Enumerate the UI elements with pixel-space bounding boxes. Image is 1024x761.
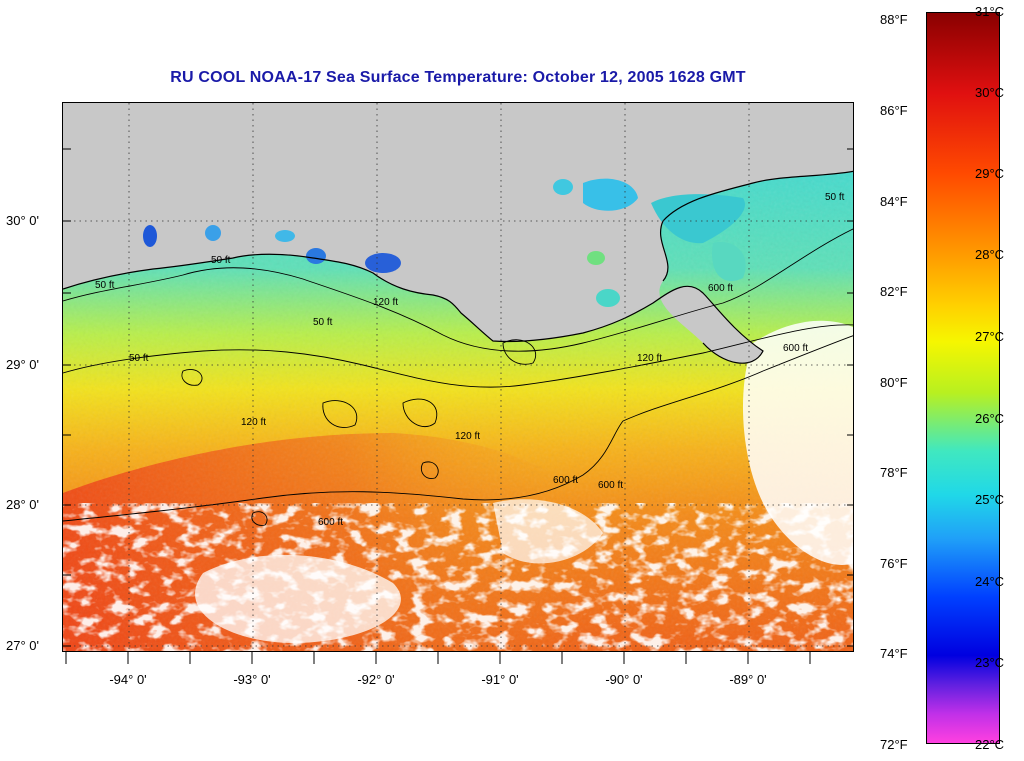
colorbar-c-label: 28°C [975,247,1005,262]
lon-label: -94° 0' [109,672,147,687]
coastline [63,170,853,364]
contour-label: 600 ft [553,475,578,486]
contour-label: 50 ft [313,317,333,328]
contour-label: 600 ft [708,283,733,294]
colorbar-c-label: 26°C [975,411,1005,426]
lon-label: -91° 0' [481,672,519,687]
colorbar-f-label: 86°F [880,103,908,118]
colorbar-c-label: 30°C [975,85,1005,100]
lon-label: -92° 0' [357,672,395,687]
contour-600ft [63,335,853,522]
lon-label: -89° 0' [729,672,767,687]
contour-label: 600 ft [318,517,343,528]
contour-label: 120 ft [241,417,266,428]
inland-waters [143,178,746,307]
lat-label: 29° 0' [6,357,39,372]
contour-label: 50 ft [129,353,149,364]
map-title: RU COOL NOAA-17 Sea Surface Temperature:… [170,69,746,86]
colorbar-c-label: 22°C [975,737,1005,752]
colorbar-c-label: 27°C [975,329,1005,344]
colorbar-c-label: 24°C [975,574,1005,589]
colorbar-c-label: 23°C [975,655,1005,670]
colorbar-f-label: 76°F [880,556,908,571]
lat-label: 27° 0' [6,638,39,653]
contour-120ft [63,324,853,388]
contour-label: 120 ft [637,353,662,364]
sst-map: 50 ft 50 ft 50 ft 50 ft 50 ft 120 ft 120… [62,102,854,652]
lon-label: -93° 0' [233,672,271,687]
contour-label: 120 ft [373,297,398,308]
contour-label: 50 ft [825,192,845,203]
colorbar-c-label: 29°C [975,166,1005,181]
contour-label: 600 ft [783,343,808,354]
sst-map-canvas: 50 ft 50 ft 50 ft 50 ft 50 ft 120 ft 120… [63,103,853,651]
colorbar-f-label: 84°F [880,194,908,209]
contour-label: 50 ft [211,255,231,266]
colorbar-f-label: 78°F [880,465,908,480]
colorbar-f-label: 74°F [880,646,908,661]
lat-label: 28° 0' [6,497,39,512]
lon-label: -90° 0' [605,672,643,687]
colorbar-f-label: 80°F [880,375,908,390]
axis-ticks [63,148,853,647]
contour-label: 50 ft [95,280,115,291]
contour-50ft [63,228,853,352]
cloud-cover [63,320,853,651]
graticule [63,103,853,651]
contour-label: 600 ft [598,480,623,491]
x-axis [65,652,811,664]
lat-label: 30° 0' [6,213,39,228]
temperature-colorbar [926,12,1000,744]
depth-contours [63,228,853,526]
colorbar-f-label: 88°F [880,12,908,27]
land-mass [63,103,853,364]
contour-labels: 50 ft 50 ft 50 ft 50 ft 50 ft 120 ft 120… [95,192,845,528]
colorbar-f-label: 72°F [880,737,908,752]
colorbar-f-label: 82°F [880,284,908,299]
contour-label: 120 ft [455,431,480,442]
colorbar-c-label: 25°C [975,492,1005,507]
colorbar-c-label: 31°C [975,4,1005,19]
